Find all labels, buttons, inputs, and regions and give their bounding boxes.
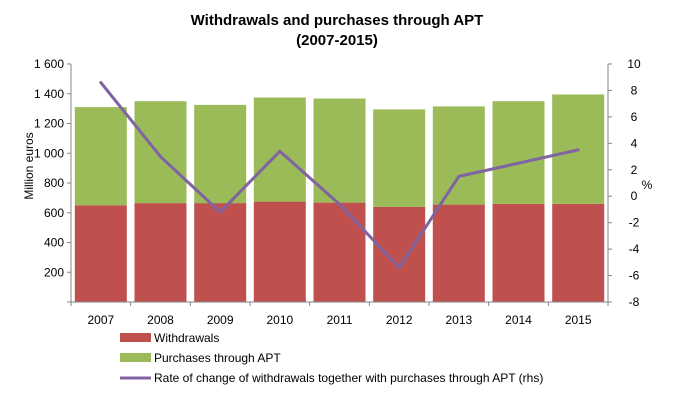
x-tick-label: 2014 — [505, 313, 532, 327]
bar-withdrawals-2011 — [313, 202, 366, 302]
bar-withdrawals-2007 — [74, 205, 127, 302]
y-tick-left-label: 1 600 — [34, 57, 64, 71]
legend-label: Withdrawals — [154, 331, 219, 345]
bar-purchases-through-apt-2010 — [253, 97, 306, 202]
legend-label: Purchases through APT — [154, 351, 281, 365]
x-tick-label: 2010 — [266, 313, 293, 327]
bar-purchases-through-apt-2007 — [74, 107, 127, 206]
y-tick-left-label: 400 — [44, 236, 64, 250]
chart-title: Withdrawals and purchases through APT — [191, 12, 484, 29]
y-tick-left-label: 1 000 — [34, 146, 64, 160]
y-axis-label-left: Million euros — [22, 132, 36, 199]
plot-area: 200 400 600 800 1 000 1 200 1 400 1 600 -8 -6 -4 -2… — [34, 57, 641, 327]
y-tick-left-label: 800 — [44, 176, 64, 190]
y-tick-right-label: 0 — [631, 189, 638, 203]
y-tick-right-label: 2 — [631, 163, 638, 177]
bar-purchases-through-apt-2008 — [134, 101, 187, 204]
bar-withdrawals-2015 — [552, 203, 605, 302]
y-tick-left-label: 1 200 — [34, 117, 64, 131]
bar-purchases-through-apt-2009 — [194, 104, 247, 204]
y-tick-left-label: 1 400 — [34, 87, 64, 101]
bar-purchases-through-apt-2011 — [313, 98, 366, 203]
bar-purchases-through-apt-2012 — [373, 109, 426, 207]
y-tick-left-label: 600 — [44, 206, 64, 220]
y-tick-right-label: 8 — [631, 83, 638, 97]
x-tick-label: 2015 — [565, 313, 592, 327]
legend-swatch-purchases — [120, 353, 151, 362]
y-tick-right-label: 10 — [627, 57, 641, 71]
bar-withdrawals-2008 — [134, 203, 187, 302]
y-tick-right-label: -6 — [629, 269, 640, 283]
bar-withdrawals-2010 — [253, 201, 306, 302]
y-tick-right-label: -4 — [629, 242, 640, 256]
y-tick-right-label: 4 — [631, 136, 638, 150]
y-tick-right-label: 6 — [631, 110, 638, 124]
bar-purchases-through-apt-2014 — [492, 101, 545, 204]
x-tick-label: 2007 — [87, 313, 114, 327]
y-tick-left-label: 200 — [44, 265, 64, 279]
bar-withdrawals-2014 — [492, 203, 545, 302]
legend: Withdrawals Purchases through APT Rate of … — [120, 331, 543, 385]
y-tick-right-label: -8 — [629, 295, 640, 309]
x-tick-label: 2008 — [147, 313, 174, 327]
x-tick-label: 2009 — [207, 313, 234, 327]
bar-withdrawals-2013 — [432, 204, 485, 302]
legend-swatch-withdrawals — [120, 333, 151, 342]
x-tick-label: 2013 — [445, 313, 472, 327]
bar-purchases-through-apt-2013 — [432, 106, 485, 205]
bar-withdrawals-2012 — [373, 206, 426, 302]
y-axis-label-right: % — [642, 178, 653, 192]
chart-subtitle: (2007-2015) — [296, 32, 378, 49]
line-rate-of-change — [99, 81, 580, 270]
x-tick-label: 2011 — [327, 313, 353, 327]
x-tick-label: 2012 — [386, 313, 413, 327]
y-tick-right-label: -2 — [629, 216, 640, 230]
bar-withdrawals-2009 — [194, 203, 247, 302]
legend-label: Rate of change of withdrawals together w… — [154, 371, 543, 385]
